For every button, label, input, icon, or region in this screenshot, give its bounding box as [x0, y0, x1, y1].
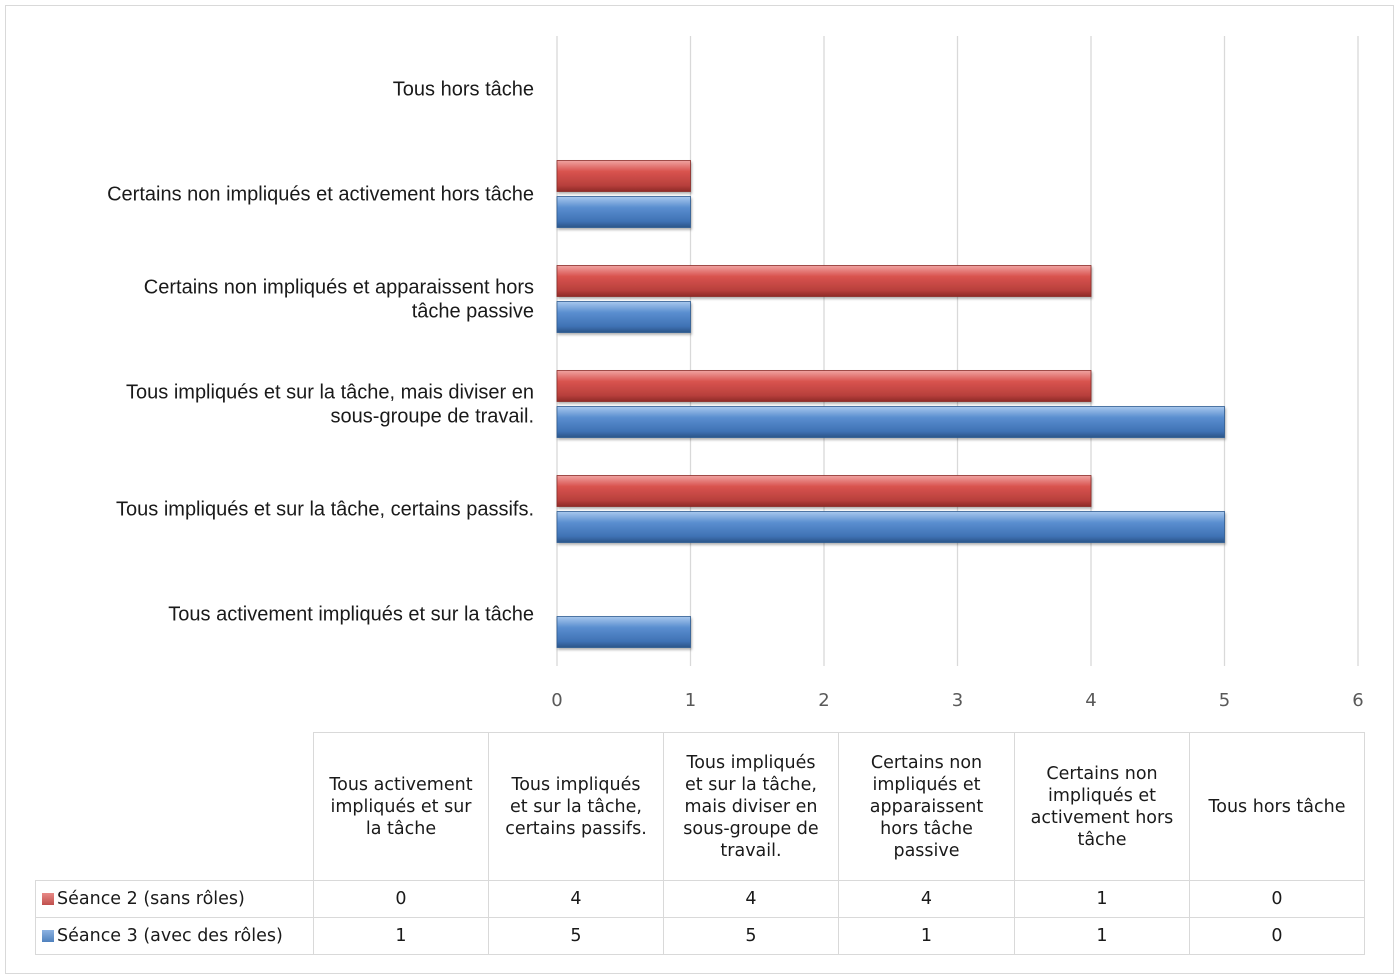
table-cell: 1 [1014, 880, 1190, 918]
category-label: Tous activement impliqués et sur la tâch… [168, 604, 534, 626]
table-cell: 4 [838, 880, 1015, 918]
table-header-cell: Certains non impliqués et activement hors t… [1014, 732, 1190, 881]
table-row-seance-3: Séance 3 (avec des rôles) 1 5 5 1 1 0 [35, 917, 1365, 955]
table-corner [35, 732, 314, 881]
legend-swatch-blue [42, 930, 54, 942]
table-cell: 5 [663, 917, 839, 955]
x-tick-label: 2 [818, 690, 829, 711]
table-header-row: Tous activement impliqués et sur la tâche … [35, 732, 1365, 881]
x-axis-ticks: 0 1 2 3 4 5 6 [551, 690, 1363, 711]
bar-seance-3 [556, 511, 1225, 543]
table-row-seance-2: Séance 2 (sans rôles) 0 4 4 4 1 0 [35, 880, 1365, 918]
x-tick-label: 4 [1085, 690, 1096, 711]
table-header-cell: Tous impliqués et sur la tâche, certains p… [488, 732, 664, 881]
x-tick-label: 5 [1219, 690, 1230, 711]
bar-seance-2 [556, 475, 1092, 507]
x-tick-label: 6 [1352, 690, 1363, 711]
table-cell: 1 [1014, 917, 1190, 955]
x-tick-label: 0 [551, 690, 562, 711]
bars [556, 160, 1225, 648]
table-cell: 0 [1189, 880, 1365, 918]
x-tick-label: 1 [685, 690, 696, 711]
category-labels: Tous activement impliqués et sur la tâch… [107, 79, 534, 626]
legend-entry-seance-3: Séance 3 (avec des rôles) [35, 917, 314, 955]
gridlines [556, 36, 1359, 666]
category-label: Certains non impliqués et apparaissent h… [144, 277, 534, 323]
legend-entry-seance-2: Séance 2 (sans rôles) [35, 880, 314, 918]
table-cell: 0 [313, 880, 489, 918]
category-label: Tous hors tâche [393, 79, 534, 101]
data-table: Tous activement impliqués et sur la tâche … [35, 732, 1365, 955]
table-cell: 1 [313, 917, 489, 955]
table-header-cell: Tous impliqués et sur la tâche, mais divis… [663, 732, 839, 881]
table-cell: 5 [488, 917, 664, 955]
bar-seance-2 [556, 160, 691, 192]
bar-seance-3 [556, 301, 691, 333]
bar-seance-2 [556, 370, 1092, 402]
category-label: Tous impliqués et sur la tâche, certains… [116, 499, 534, 521]
bar-seance-3 [556, 616, 691, 648]
x-tick-label: 3 [952, 690, 963, 711]
table-header-cell: Certains non impliqués et apparaissent hors… [838, 732, 1015, 881]
bar-seance-2 [556, 265, 1092, 297]
bar-chart: Tous activement impliqués et sur la tâch… [107, 36, 1364, 711]
table-cell: 0 [1189, 917, 1365, 955]
table-header-cell: Tous hors tâche [1189, 732, 1365, 881]
table-cell: 4 [663, 880, 839, 918]
category-label: Certains non impliqués et activement hor… [107, 184, 534, 206]
table-header-cell: Tous activement impliqués et sur la tâche [313, 732, 489, 881]
table-cell: 4 [488, 880, 664, 918]
bar-seance-3 [556, 406, 1225, 438]
bar-seance-3 [556, 196, 691, 228]
category-label: Tous impliqués et sur la tâche, mais div… [126, 382, 534, 428]
table-cell: 1 [838, 917, 1015, 955]
legend-swatch-red [42, 893, 54, 905]
